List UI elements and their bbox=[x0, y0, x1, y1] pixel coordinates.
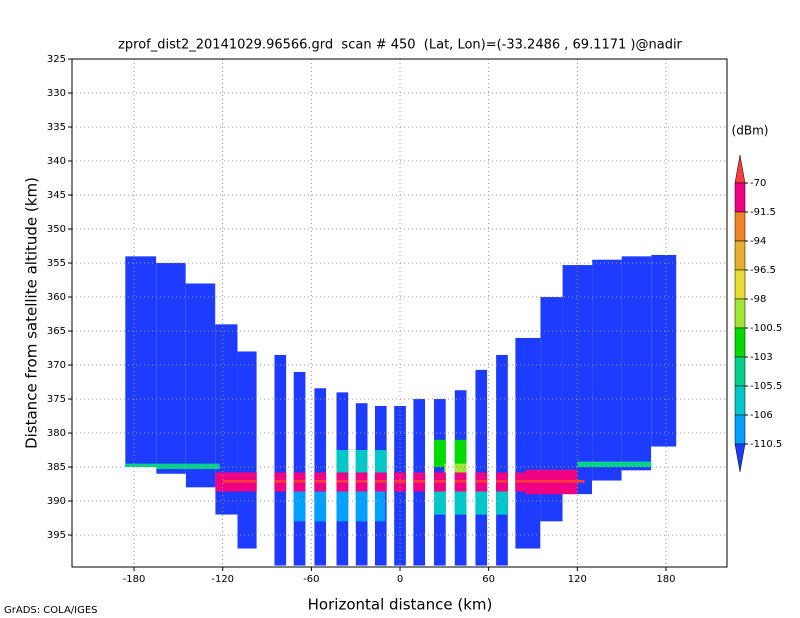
colorbar-swatch bbox=[734, 414, 746, 445]
colorbar: -70 -91.5 -94 -96.5 -98 -100.5 -103 -105.5 -106 -… bbox=[734, 154, 782, 473]
x-tick-label: 60 bbox=[482, 574, 495, 585]
y-tick-label: 395 bbox=[47, 530, 66, 541]
swath-column bbox=[185, 283, 216, 488]
swath-column bbox=[125, 256, 157, 468]
y-tick-label: 325 bbox=[47, 54, 66, 65]
swath-column bbox=[237, 351, 257, 549]
y-tick-label: 345 bbox=[47, 190, 66, 201]
colorbar-label: -70 bbox=[750, 178, 766, 189]
x-tick-label: -120 bbox=[211, 574, 234, 585]
y-tick-label: 385 bbox=[47, 462, 66, 473]
x-tick-label: -60 bbox=[303, 574, 319, 585]
y-tick-label: 360 bbox=[47, 292, 66, 303]
y-axis-label: Distance from satellite altitude (km) bbox=[23, 177, 41, 449]
colorbar-swatch bbox=[734, 298, 746, 329]
field-band bbox=[222, 479, 585, 483]
colorbar-swatch bbox=[734, 356, 746, 387]
y-tick-label: 390 bbox=[47, 496, 66, 507]
colorbar-label: -110.5 bbox=[750, 439, 782, 450]
colorbar-label: -94 bbox=[750, 236, 766, 247]
field-band bbox=[333, 450, 393, 474]
y-tick-label: 365 bbox=[47, 326, 66, 337]
x-tick-label: -180 bbox=[123, 574, 146, 585]
y-tick-label: 355 bbox=[47, 258, 66, 269]
chart-title: zprof_dist2_20141029.96566.grd scan # 45… bbox=[118, 38, 682, 53]
colorbar-swatch bbox=[734, 240, 746, 271]
y-tick-label: 340 bbox=[47, 156, 66, 167]
footer: GrADS: COLA/IGES bbox=[4, 605, 98, 616]
y-tick-label: 350 bbox=[47, 224, 66, 235]
colorbar-label: -98 bbox=[750, 294, 766, 305]
colorbar-label: -100.5 bbox=[750, 323, 782, 334]
colorbar-label: -103 bbox=[750, 352, 773, 363]
x-tick-label: 120 bbox=[568, 574, 587, 585]
colorbar-swatch bbox=[734, 269, 746, 300]
x-tick-label: 0 bbox=[397, 574, 403, 585]
colorbar-swatch bbox=[734, 182, 746, 213]
y-tick-label: 335 bbox=[47, 122, 66, 133]
colorbar-label: -105.5 bbox=[750, 381, 782, 392]
colorbar-label: -91.5 bbox=[750, 207, 776, 218]
swath-column bbox=[496, 354, 508, 566]
swath-column bbox=[156, 263, 186, 474]
swath-column bbox=[475, 369, 488, 566]
swath-column bbox=[651, 254, 677, 447]
x-tick-label: 180 bbox=[656, 574, 675, 585]
colorbar-unit: (dBm) bbox=[732, 124, 769, 138]
field-band bbox=[125, 463, 220, 470]
y-tick-label: 380 bbox=[47, 428, 66, 439]
y-tick-label: 330 bbox=[47, 88, 66, 99]
swath-column bbox=[592, 259, 622, 481]
swath-column bbox=[621, 256, 652, 471]
x-axis-label: Horizontal distance (km) bbox=[308, 596, 493, 614]
swath-column bbox=[540, 297, 563, 522]
colorbar-label: -106 bbox=[750, 410, 773, 421]
swath-column bbox=[515, 337, 541, 549]
colorbar-swatch bbox=[734, 327, 746, 358]
swath-column bbox=[293, 371, 306, 566]
field-band bbox=[444, 463, 467, 474]
y-tick-label: 375 bbox=[47, 394, 66, 405]
swath-column bbox=[274, 354, 287, 566]
plot-frame bbox=[71, 58, 728, 568]
y-tick-label: 370 bbox=[47, 360, 66, 371]
colorbar-swatch bbox=[734, 443, 746, 473]
colorbar-label: -96.5 bbox=[750, 265, 776, 276]
colorbar-swatch bbox=[734, 211, 746, 242]
field-band bbox=[577, 461, 677, 468]
colorbar-swatch bbox=[734, 385, 746, 416]
